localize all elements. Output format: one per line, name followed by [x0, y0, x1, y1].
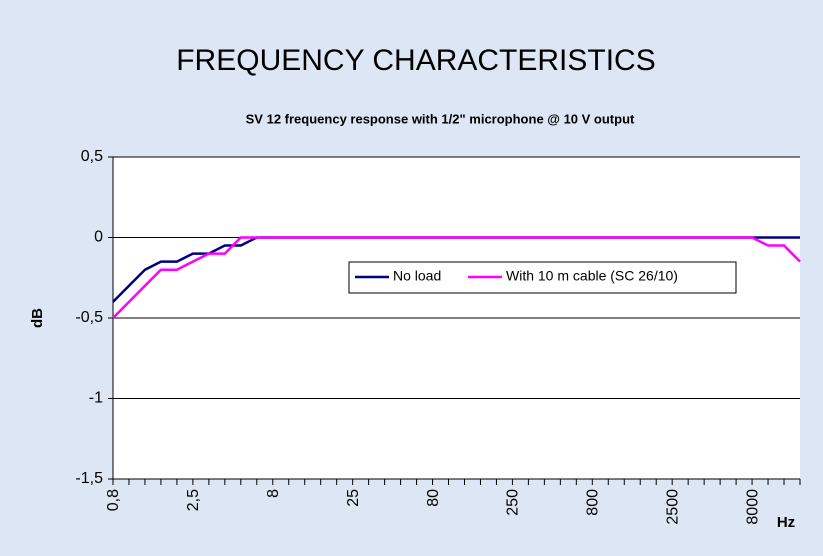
x-tick-label: 250 [505, 489, 522, 516]
x-axis-label: Hz [777, 514, 795, 531]
y-tick-label: -1 [89, 390, 103, 407]
y-axis-label: dB [29, 308, 46, 328]
x-tick-label: 2,5 [185, 489, 202, 511]
y-tick-label: -1,5 [75, 470, 103, 487]
series-line [112, 236, 801, 319]
y-tick-label: -0,5 [75, 309, 103, 326]
x-tick-label: 8 [265, 489, 282, 498]
x-tick-label: 8000 [744, 489, 761, 525]
x-tick-label: 0,8 [105, 489, 122, 511]
y-tick-label: 0,5 [81, 148, 103, 165]
legend-label: With 10 m cable (SC 26/10) [506, 268, 678, 284]
x-tick-label: 80 [425, 489, 442, 507]
x-tick-label: 800 [585, 489, 602, 516]
x-tick-label: 2500 [664, 489, 681, 525]
x-tick-label: 25 [345, 489, 362, 507]
y-tick-label: 0 [94, 229, 103, 246]
legend [348, 261, 737, 294]
chart-subtitle: SV 12 frequency response with 1/2" micro… [246, 111, 635, 126]
legend-label: No load [393, 268, 441, 284]
chart-title: FREQUENCY CHARACTERISTICS [176, 44, 656, 77]
